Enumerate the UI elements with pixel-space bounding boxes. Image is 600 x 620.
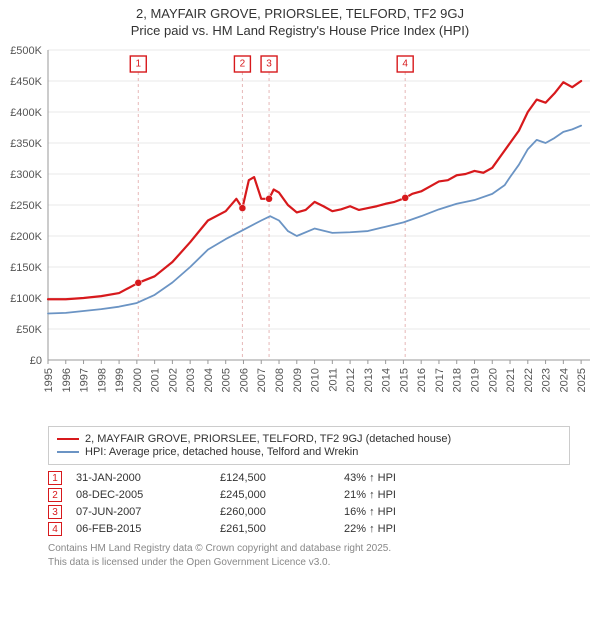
svg-text:£400K: £400K	[10, 107, 42, 119]
svg-text:2003: 2003	[185, 368, 197, 392]
svg-text:2002: 2002	[167, 368, 179, 392]
sale-date: 06-FEB-2015	[76, 523, 206, 535]
svg-text:£350K: £350K	[10, 138, 42, 150]
svg-text:1999: 1999	[114, 368, 126, 392]
svg-text:1: 1	[135, 59, 141, 70]
svg-text:2012: 2012	[345, 368, 357, 392]
sale-price: £124,500	[220, 472, 330, 484]
sales-table: 1 31-JAN-2000 £124,500 43% ↑ HPI 2 08-DEC-200…	[48, 471, 570, 536]
svg-text:2011: 2011	[327, 368, 339, 392]
svg-text:2021: 2021	[505, 368, 517, 392]
svg-text:2014: 2014	[381, 368, 393, 392]
svg-text:£50K: £50K	[16, 324, 42, 336]
chart-area: £0 £50K £100K £150K £200K £250K £300K £350K £400…	[0, 40, 600, 420]
svg-text:1995: 1995	[43, 368, 55, 392]
svg-text:2018: 2018	[452, 368, 464, 392]
svg-text:2010: 2010	[310, 368, 322, 392]
legend-label: 2, MAYFAIR GROVE, PRIORSLEE, TELFORD, TF…	[85, 433, 451, 445]
sale-row: 2 08-DEC-2005 £245,000 21% ↑ HPI	[48, 488, 570, 502]
svg-text:2022: 2022	[523, 368, 535, 392]
sale-marker-box: 4	[48, 522, 62, 536]
svg-text:2024: 2024	[558, 368, 570, 392]
sale-change: 43% ↑ HPI	[344, 472, 396, 484]
sale-row: 3 07-JUN-2007 £260,000 16% ↑ HPI	[48, 505, 570, 519]
legend-label: HPI: Average price, detached house, Telf…	[85, 446, 358, 458]
sale-price: £245,000	[220, 489, 330, 501]
svg-text:2023: 2023	[541, 368, 553, 392]
legend-row: 2, MAYFAIR GROVE, PRIORSLEE, TELFORD, TF…	[57, 433, 561, 445]
sale-date: 07-JUN-2007	[76, 506, 206, 518]
chart-title-block: 2, MAYFAIR GROVE, PRIORSLEE, TELFORD, TF…	[0, 0, 600, 40]
svg-text:1996: 1996	[61, 368, 73, 392]
chart-footer: Contains HM Land Registry data © Crown c…	[48, 542, 570, 569]
svg-text:2019: 2019	[469, 368, 481, 392]
chart-title-subtitle: Price paid vs. HM Land Registry's House …	[10, 23, 590, 38]
sale-row: 1 31-JAN-2000 £124,500 43% ↑ HPI	[48, 471, 570, 485]
sale-date: 31-JAN-2000	[76, 472, 206, 484]
svg-text:2008: 2008	[274, 368, 286, 392]
sale-row: 4 06-FEB-2015 £261,500 22% ↑ HPI	[48, 522, 570, 536]
legend-swatch	[57, 438, 79, 441]
sale-marker-box: 1	[48, 471, 62, 485]
sale-change: 21% ↑ HPI	[344, 489, 396, 501]
svg-text:2013: 2013	[363, 368, 375, 392]
svg-text:2007: 2007	[256, 368, 268, 392]
svg-text:£300K: £300K	[10, 169, 42, 181]
svg-text:£500K: £500K	[10, 45, 42, 57]
sale-change: 22% ↑ HPI	[344, 523, 396, 535]
svg-text:3: 3	[266, 59, 272, 70]
svg-text:£150K: £150K	[10, 262, 42, 274]
sale-price: £260,000	[220, 506, 330, 518]
footer-line-2: This data is licensed under the Open Gov…	[48, 556, 570, 570]
line-chart-svg: £0 £50K £100K £150K £200K £250K £300K £350K £400…	[0, 40, 600, 420]
svg-text:2016: 2016	[416, 368, 428, 392]
svg-text:£100K: £100K	[10, 293, 42, 305]
chart-legend: 2, MAYFAIR GROVE, PRIORSLEE, TELFORD, TF…	[48, 426, 570, 465]
sale-marker-box: 3	[48, 505, 62, 519]
svg-text:2009: 2009	[292, 368, 304, 392]
svg-text:£250K: £250K	[10, 200, 42, 212]
svg-text:2006: 2006	[238, 368, 250, 392]
legend-row: HPI: Average price, detached house, Telf…	[57, 446, 561, 458]
svg-text:4: 4	[402, 59, 408, 70]
sale-date: 08-DEC-2005	[76, 489, 206, 501]
chart-title-address: 2, MAYFAIR GROVE, PRIORSLEE, TELFORD, TF…	[10, 6, 590, 21]
svg-text:2015: 2015	[398, 368, 410, 392]
svg-text:2025: 2025	[576, 368, 588, 392]
svg-text:2001: 2001	[150, 368, 162, 392]
svg-text:1997: 1997	[79, 368, 91, 392]
svg-text:2000: 2000	[132, 368, 144, 392]
svg-text:1998: 1998	[96, 368, 108, 392]
footer-line-1: Contains HM Land Registry data © Crown c…	[48, 542, 570, 556]
svg-text:2017: 2017	[434, 368, 446, 392]
svg-text:£0: £0	[30, 355, 42, 367]
svg-text:£200K: £200K	[10, 231, 42, 243]
legend-swatch	[57, 451, 79, 453]
sale-change: 16% ↑ HPI	[344, 506, 396, 518]
sale-marker-box: 2	[48, 488, 62, 502]
svg-text:2004: 2004	[203, 368, 215, 392]
svg-text:2005: 2005	[221, 368, 233, 392]
sale-price: £261,500	[220, 523, 330, 535]
svg-text:2: 2	[240, 59, 246, 70]
svg-text:£450K: £450K	[10, 76, 42, 88]
svg-text:2020: 2020	[487, 368, 499, 392]
